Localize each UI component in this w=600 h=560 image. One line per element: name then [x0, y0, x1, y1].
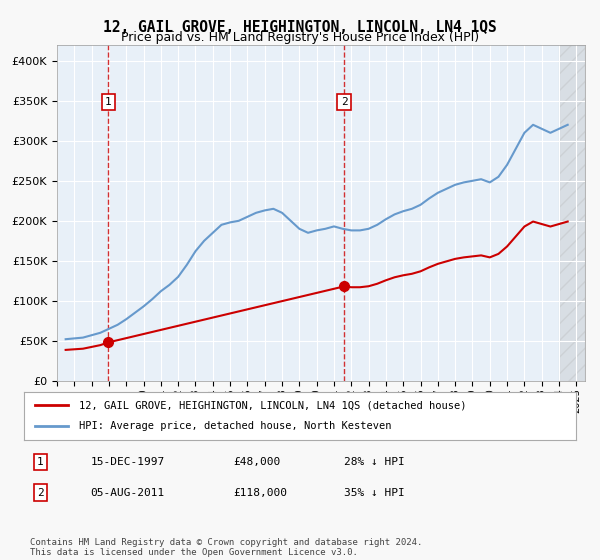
Text: Contains HM Land Registry data © Crown copyright and database right 2024.
This d: Contains HM Land Registry data © Crown c…: [30, 538, 422, 557]
Text: 12, GAIL GROVE, HEIGHINGTON, LINCOLN, LN4 1QS (detached house): 12, GAIL GROVE, HEIGHINGTON, LINCOLN, LN…: [79, 400, 467, 410]
Text: 28% ↓ HPI: 28% ↓ HPI: [344, 457, 405, 467]
Text: 35% ↓ HPI: 35% ↓ HPI: [344, 488, 405, 498]
Bar: [559, 45, 585, 381]
Text: HPI: Average price, detached house, North Kesteven: HPI: Average price, detached house, Nort…: [79, 421, 392, 431]
Text: 12, GAIL GROVE, HEIGHINGTON, LINCOLN, LN4 1QS: 12, GAIL GROVE, HEIGHINGTON, LINCOLN, LN…: [103, 20, 497, 35]
Text: 2: 2: [37, 488, 44, 498]
Text: 1: 1: [105, 97, 112, 107]
Text: 1: 1: [37, 457, 44, 467]
Text: 05-AUG-2011: 05-AUG-2011: [90, 488, 164, 498]
Text: £48,000: £48,000: [234, 457, 281, 467]
Text: 15-DEC-1997: 15-DEC-1997: [90, 457, 164, 467]
Text: Price paid vs. HM Land Registry's House Price Index (HPI): Price paid vs. HM Land Registry's House …: [121, 31, 479, 44]
Text: £118,000: £118,000: [234, 488, 288, 498]
Text: 2: 2: [341, 97, 347, 107]
